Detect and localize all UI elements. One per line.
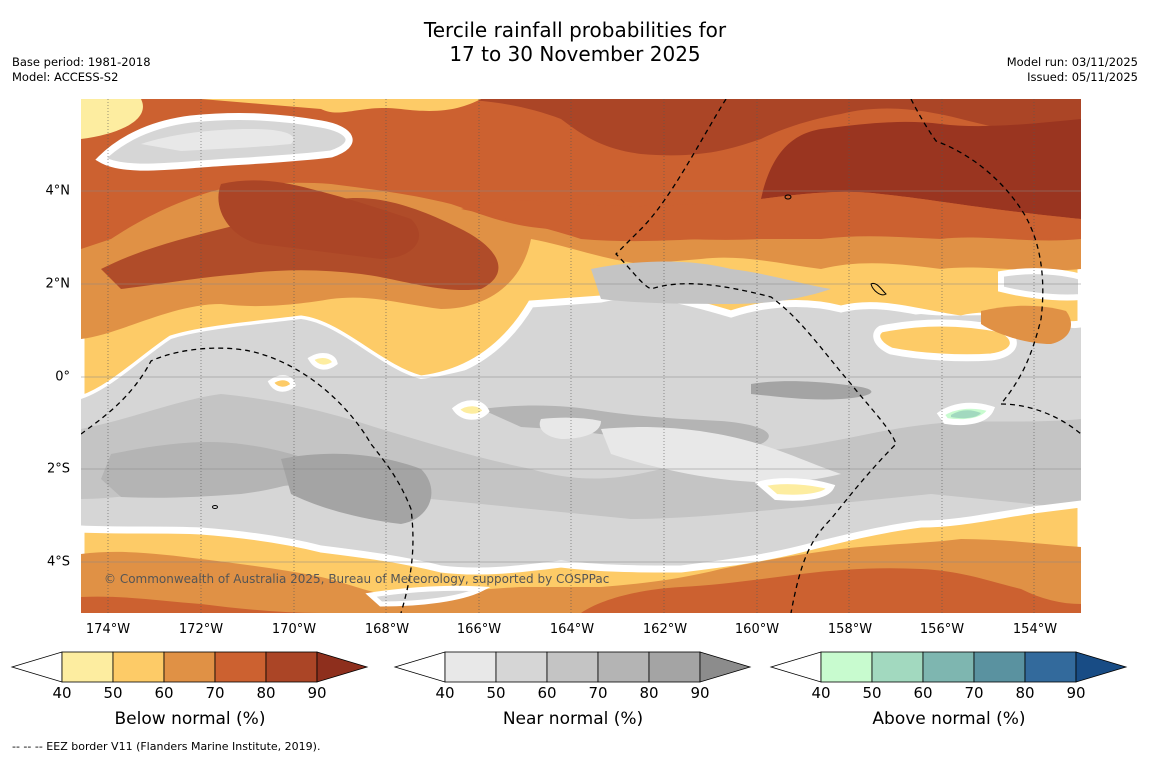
colorbar-near-normal	[393, 651, 752, 683]
meta-right: Model run: 03/11/2025 Issued: 05/11/2025	[1007, 55, 1138, 85]
colorbar-2-low-extend	[769, 651, 822, 683]
lon-label-170w: 170°W	[271, 622, 317, 637]
colorbar-2-segment-1	[871, 651, 924, 683]
meta-left: Base period: 1981-2018 Model: ACCESS-S2	[12, 55, 151, 85]
probability-map	[81, 99, 1081, 613]
cbar2-tick-50: 50	[862, 684, 882, 702]
lat-label-4s: 4°S	[46, 554, 70, 570]
cbar0-tick-60: 60	[154, 684, 174, 702]
below-normal-north	[81, 99, 1081, 403]
cbar0-tick-40: 40	[52, 684, 72, 702]
lat-label-0: 0°	[55, 369, 70, 385]
lat-label-4n: 4°N	[45, 183, 71, 199]
eez-borders	[81, 99, 1081, 613]
cbar0-tick-70: 70	[205, 684, 225, 702]
colorbar-1-segment-1	[495, 651, 548, 683]
cbar2-tick-80: 80	[1015, 684, 1035, 702]
lon-label-172w: 172°W	[178, 622, 224, 637]
map-title: Tercile rainfall probabilities for 17 to…	[0, 18, 1150, 66]
colorbar-0-segment-1	[112, 651, 165, 683]
colorbar-2-high-extend	[1075, 651, 1128, 683]
colorbar-2-segment-3	[973, 651, 1026, 683]
cbar0-tick-80: 80	[256, 684, 276, 702]
issued-date: Issued: 05/11/2025	[1027, 70, 1138, 84]
colorbars	[10, 651, 1128, 683]
colorbar-0-segment-4	[265, 651, 318, 683]
map-canvas	[81, 99, 1081, 613]
lon-label-174w: 174°W	[85, 622, 131, 637]
cbar1-tick-40: 40	[435, 684, 455, 702]
cbar1-tick-50: 50	[486, 684, 506, 702]
model-name: Model: ACCESS-S2	[12, 70, 119, 84]
lat-label-2n: 2°N	[45, 276, 71, 292]
islands	[212, 194, 887, 509]
eez-footnote: -- -- -- EEZ border V11 (Flanders Marine…	[12, 740, 321, 753]
cbar1-tick-80: 80	[639, 684, 659, 702]
colorbar-0-segment-2	[163, 651, 216, 683]
cbar-near-normal-label: Near normal (%)	[502, 709, 644, 729]
colorbar-2-segment-2	[922, 651, 975, 683]
near-normal-band	[81, 261, 1081, 574]
base-period: Base period: 1981-2018	[12, 55, 151, 69]
cbar-below-normal-label: Below normal (%)	[114, 709, 266, 729]
colorbar-1-segment-4	[648, 651, 701, 683]
colorbar-2-segment-0	[820, 651, 873, 683]
model-run: Model run: 03/11/2025	[1006, 55, 1138, 69]
cbar0-tick-90: 90	[307, 684, 327, 702]
colorbar-2-segment-4	[1024, 651, 1077, 683]
cbar0-tick-50: 50	[103, 684, 123, 702]
colorbar-0-segment-0	[61, 651, 114, 683]
cbar1-tick-70: 70	[588, 684, 608, 702]
colorbar-above-normal	[769, 651, 1128, 683]
lon-label-164w: 164°W	[549, 622, 595, 637]
colorbar-1-segment-2	[546, 651, 599, 683]
cbar2-tick-70: 70	[964, 684, 984, 702]
cbar2-tick-40: 40	[811, 684, 831, 702]
cbar2-tick-60: 60	[913, 684, 933, 702]
colorbar-0-high-extend	[316, 651, 369, 683]
cbar2-tick-90: 90	[1066, 684, 1086, 702]
cbar-above-normal-label: Above normal (%)	[872, 709, 1026, 729]
copyright-credit: © Commonwealth of Australia 2025, Bureau…	[104, 572, 610, 586]
below-normal-south	[81, 500, 1081, 613]
lon-label-166w: 166°W	[456, 622, 502, 637]
title-line-1: Tercile rainfall probabilities for	[423, 18, 727, 42]
lat-label-2s: 2°S	[46, 461, 70, 477]
colorbar-0-low-extend	[10, 651, 63, 683]
lon-label-156w: 156°W	[919, 622, 965, 637]
cbar1-tick-90: 90	[690, 684, 710, 702]
lon-label-158w: 158°W	[827, 622, 873, 637]
title-line-2: 17 to 30 November 2025	[449, 42, 701, 66]
lon-label-160w: 160°W	[734, 622, 780, 637]
gridlines	[81, 99, 1081, 613]
colorbar-0-segment-3	[214, 651, 267, 683]
colorbar-1-segment-3	[597, 651, 650, 683]
lon-label-162w: 162°W	[642, 622, 688, 637]
colorbar-1-high-extend	[699, 651, 752, 683]
cbar1-tick-60: 60	[537, 684, 557, 702]
colorbar-1-low-extend	[393, 651, 446, 683]
colorbar-below-normal	[10, 651, 369, 683]
lon-label-168w: 168°W	[364, 622, 410, 637]
lon-label-154w: 154°W	[1012, 622, 1058, 637]
colorbar-1-segment-0	[444, 651, 497, 683]
